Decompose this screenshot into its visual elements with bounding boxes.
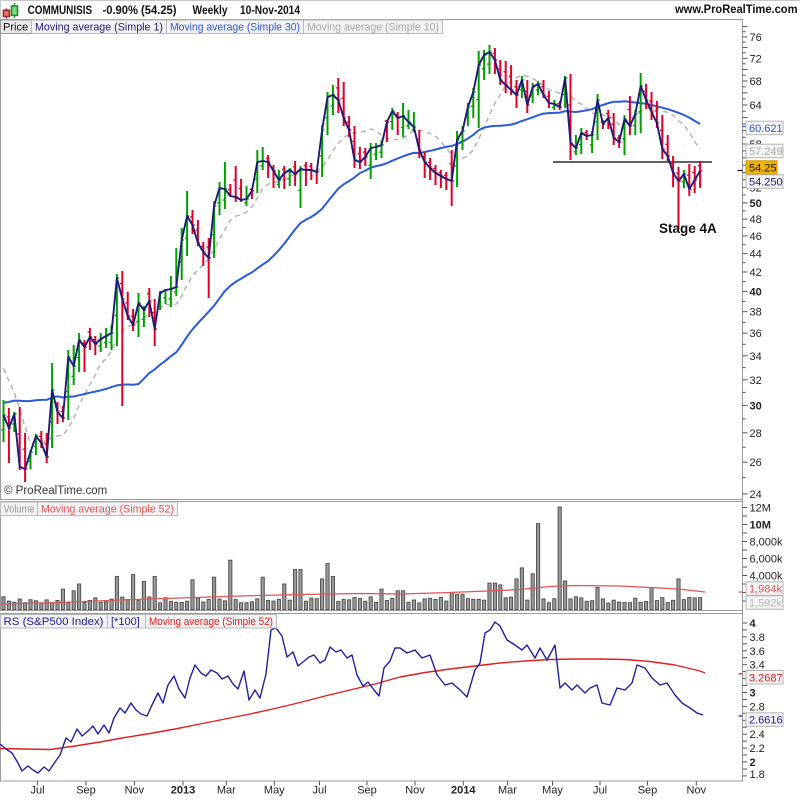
svg-text:Moving average (Simple 52): Moving average (Simple 52) (41, 504, 174, 516)
svg-text:Nov: Nov (405, 785, 425, 797)
svg-text:64: 64 (750, 100, 762, 112)
svg-text:Sep: Sep (357, 785, 377, 797)
svg-text:Jul: Jul (312, 785, 326, 797)
svg-text:© ProRealTime.com: © ProRealTime.com (4, 485, 107, 497)
svg-text:72: 72 (750, 53, 762, 65)
svg-text:Moving average (Simple 52): Moving average (Simple 52) (149, 616, 273, 628)
svg-text:Volume: Volume (4, 504, 35, 516)
svg-text:Price: Price (3, 22, 28, 34)
svg-text:10-Nov-2014: 10-Nov-2014 (240, 3, 300, 17)
svg-text:28: 28 (750, 428, 762, 440)
svg-text:76: 76 (750, 32, 762, 44)
svg-text:40: 40 (750, 286, 762, 298)
svg-text:50: 50 (750, 198, 762, 210)
svg-text:48: 48 (750, 214, 762, 226)
svg-text:2.4: 2.4 (750, 729, 765, 741)
svg-text:68: 68 (750, 76, 762, 88)
svg-text:Jul: Jul (30, 785, 44, 797)
svg-text:1,592k: 1,592k (749, 598, 783, 610)
svg-text:3.8: 3.8 (750, 632, 765, 644)
svg-text:3.6: 3.6 (750, 646, 765, 658)
svg-text:Sep: Sep (76, 785, 96, 797)
svg-text:3: 3 (750, 688, 756, 700)
svg-text:Nov: Nov (125, 785, 145, 797)
svg-text:38: 38 (750, 307, 762, 319)
svg-text:54.250: 54.250 (749, 177, 783, 189)
svg-text:2.2: 2.2 (750, 743, 765, 755)
svg-text:www.ProRealTime.com: www.ProRealTime.com (674, 2, 797, 16)
svg-text:[*100]: [*100] (111, 616, 140, 628)
svg-text:2013: 2013 (171, 785, 195, 797)
svg-text:54.25: 54.25 (749, 163, 777, 175)
svg-text:30: 30 (750, 400, 762, 412)
svg-text:42: 42 (750, 267, 762, 279)
svg-text:32: 32 (750, 375, 762, 387)
svg-text:RS (S&P500 Index): RS (S&P500 Index) (4, 616, 104, 628)
svg-text:May: May (264, 785, 285, 797)
svg-text:4: 4 (750, 618, 757, 630)
svg-text:12M: 12M (750, 503, 771, 515)
svg-text:26: 26 (750, 457, 762, 469)
svg-text:Moving average (Simple 10): Moving average (Simple 10) (307, 22, 439, 34)
svg-text:Mar: Mar (498, 785, 517, 797)
svg-text:46: 46 (750, 231, 762, 243)
svg-text:3.2687: 3.2687 (749, 672, 783, 684)
svg-text:8,000k: 8,000k (750, 537, 784, 549)
svg-text:COMMUNISIS: COMMUNISIS (28, 3, 93, 17)
svg-text:6,000k: 6,000k (750, 554, 784, 566)
svg-text:Moving average (Simple 30): Moving average (Simple 30) (170, 22, 300, 34)
svg-text:Mar: Mar (217, 785, 236, 797)
svg-text:Nov: Nov (687, 785, 707, 797)
svg-text:Weekly: Weekly (193, 3, 228, 17)
svg-text:36: 36 (750, 328, 762, 340)
svg-text:44: 44 (750, 249, 762, 261)
svg-text:2014: 2014 (451, 785, 476, 797)
svg-text:24: 24 (750, 489, 762, 501)
svg-text:34: 34 (750, 351, 762, 363)
svg-text:57.249: 57.249 (749, 146, 783, 158)
svg-text:2: 2 (750, 757, 756, 769)
svg-text:3.4: 3.4 (750, 660, 765, 672)
svg-text:4,000k: 4,000k (750, 571, 784, 583)
svg-text:Jul: Jul (593, 785, 607, 797)
svg-text:1,984k: 1,984k (749, 584, 783, 596)
svg-text:10M: 10M (750, 520, 771, 532)
svg-text:2.6616: 2.6616 (749, 715, 783, 727)
svg-text:2.8: 2.8 (750, 701, 765, 713)
svg-text:1.8: 1.8 (750, 769, 765, 781)
svg-text:60.621: 60.621 (749, 123, 783, 135)
svg-text:Moving average (Simple 1): Moving average (Simple 1) (35, 22, 163, 34)
svg-text:-0.90% (54.25): -0.90% (54.25) (103, 3, 177, 17)
svg-text:Sep: Sep (638, 785, 658, 797)
svg-text:Stage 4A: Stage 4A (659, 221, 717, 236)
svg-text:May: May (542, 785, 563, 797)
